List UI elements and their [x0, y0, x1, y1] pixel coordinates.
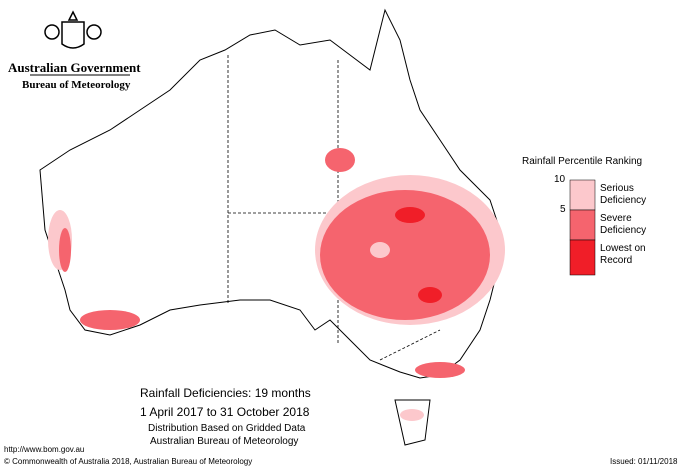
legend-swatch — [569, 179, 596, 211]
url: http://www.bom.gov.au — [4, 445, 85, 454]
legend-threshold: 5 — [560, 204, 566, 215]
legend — [569, 179, 596, 276]
caption-line: Australian Bureau of Meteorology — [150, 436, 299, 447]
caption-line: Distribution Based on Gridded Data — [148, 423, 306, 434]
caption-title: Rainfall Deficiencies: 19 months — [140, 386, 311, 400]
tasmania — [394, 399, 431, 446]
legend-label: Serious Deficiency — [600, 183, 647, 206]
caption-period: 1 April 2017 to 31 October 2018 — [140, 405, 310, 419]
crest — [44, 10, 102, 49]
legend-threshold: 10 — [554, 174, 566, 185]
legend-swatch — [569, 239, 596, 276]
legend-label: Severe Deficiency — [600, 213, 647, 236]
legend-label: Lowest on Record — [600, 243, 646, 266]
legend-title: Rainfall Percentile Ranking — [522, 156, 643, 167]
deficiency-areas — [48, 148, 505, 421]
government: Australian Government — [8, 60, 141, 75]
issued: Issued: 01/11/2018 — [610, 457, 678, 466]
bureau: Bureau of Meteorology — [22, 79, 131, 91]
copyright: © Commonwealth of Australia 2018, Austra… — [4, 457, 253, 466]
legend-swatch — [569, 209, 596, 241]
